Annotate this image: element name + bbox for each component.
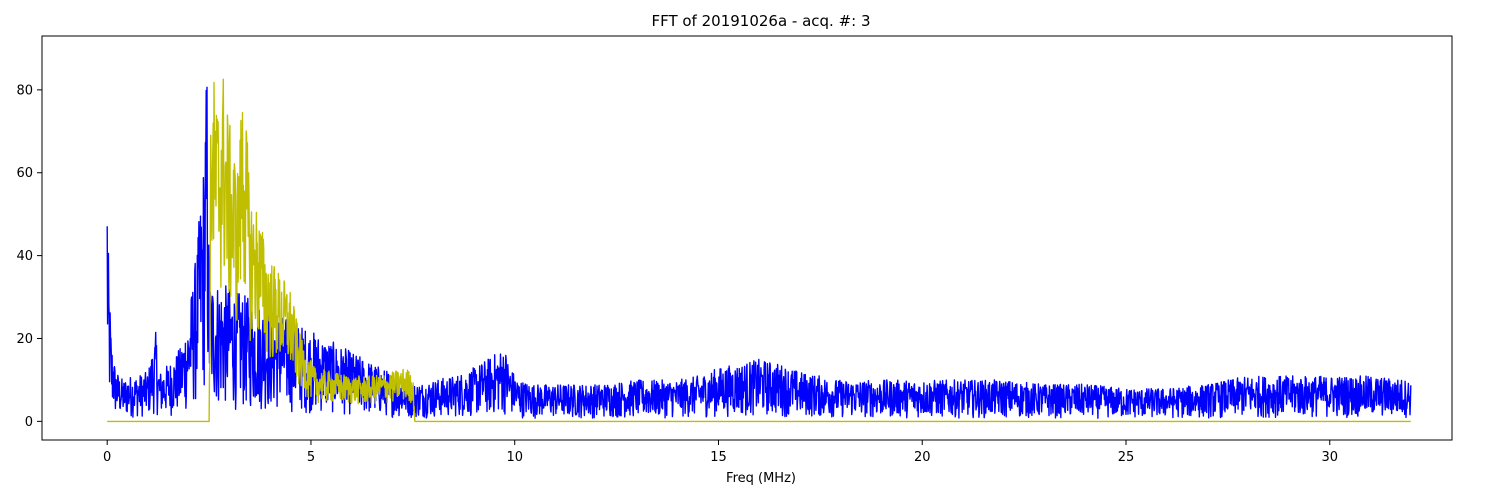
x-axis-label: Freq (MHz) [726, 471, 796, 486]
series-line-0 [106, 86, 1412, 419]
plot-frame [41, 35, 1453, 441]
y-axis-ticks: 0 20 40 60 80 [16, 83, 42, 430]
series-layer [106, 78, 1412, 423]
series-line-1 [106, 78, 1412, 423]
x-tick-label: 0 [103, 450, 111, 465]
x-axis-ticks: 0 5 10 15 20 25 30 [103, 440, 1338, 465]
x-tick-label: 5 [307, 450, 315, 465]
y-tick-label: 60 [16, 166, 33, 181]
y-tick-label: 40 [16, 249, 33, 264]
y-tick-label: 20 [16, 332, 33, 347]
x-tick-label: 10 [506, 450, 523, 465]
y-tick-label: 80 [16, 83, 33, 98]
chart-title: FFT of 20191026a - acq. #: 3 [651, 12, 870, 30]
x-tick-label: 25 [1118, 450, 1135, 465]
y-tick-label: 0 [25, 415, 33, 430]
x-tick-label: 15 [710, 450, 727, 465]
x-tick-label: 20 [914, 450, 931, 465]
x-tick-label: 30 [1321, 450, 1338, 465]
